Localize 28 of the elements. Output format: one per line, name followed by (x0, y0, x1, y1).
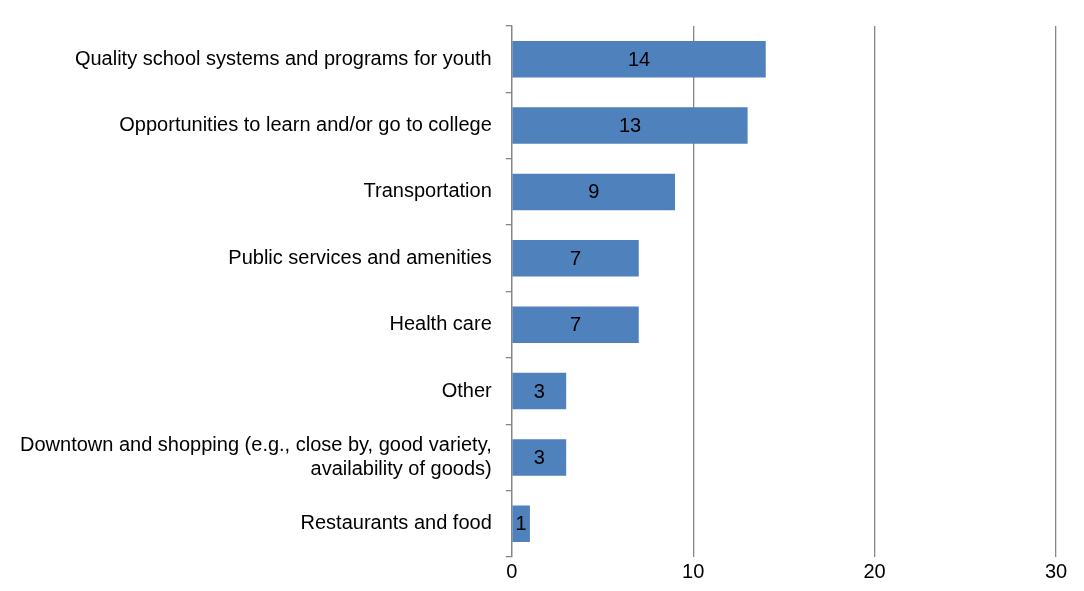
y-tick-label: Quality school systems and programs for youth (74, 46, 492, 69)
bar (512, 240, 639, 277)
bar (512, 173, 676, 211)
y-tick-label: Other (441, 378, 493, 401)
x-tick-label: 0 (506, 559, 518, 582)
data-label: 13 (618, 114, 642, 137)
y-tick-label: Health care (389, 312, 492, 335)
bar (512, 439, 567, 476)
data-label: 3 (533, 379, 545, 402)
y-tick-label: Public services and amenities (228, 245, 492, 268)
bar (512, 40, 766, 78)
bar (512, 107, 748, 144)
x-tick-label: 20 (863, 559, 886, 582)
data-label: 7 (570, 246, 582, 269)
x-tick-label: 30 (1044, 559, 1068, 582)
y-tick-label: Downtown and shopping (e.g., close by, good variety, availability of goods) (19, 432, 492, 479)
x-tick-label: 10 (682, 559, 705, 582)
data-label: 7 (570, 313, 582, 336)
y-tick-label: Restaurants and food (300, 511, 492, 534)
bar (512, 306, 639, 343)
data-label: 9 (588, 180, 600, 203)
bar (512, 505, 530, 543)
data-label: 14 (627, 47, 651, 70)
y-tick-label: Transportation (363, 179, 492, 202)
bar (512, 372, 567, 410)
data-label: 1 (515, 512, 527, 535)
data-label: 3 (533, 445, 545, 468)
y-tick-label: Opportunities to learn and/or go to college (119, 113, 492, 136)
